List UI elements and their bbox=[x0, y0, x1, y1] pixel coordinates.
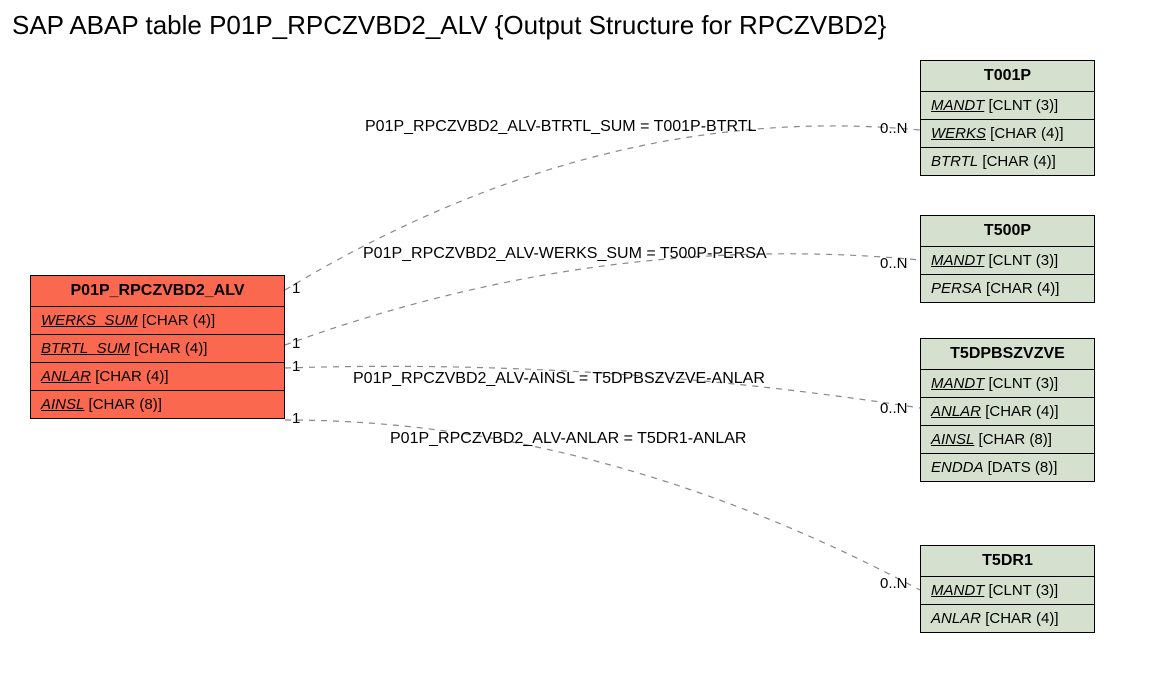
cardinality-source: 1 bbox=[292, 410, 300, 427]
field-type: [CHAR (4)] bbox=[981, 403, 1059, 420]
field-name: MANDT bbox=[931, 375, 984, 392]
field-name: ANLAR bbox=[41, 368, 91, 385]
field-name: WERKS bbox=[931, 125, 986, 142]
field-name: BTRTL_SUM bbox=[41, 340, 130, 357]
field-name: AINSL bbox=[931, 431, 974, 448]
field-name: MANDT bbox=[931, 97, 984, 114]
field-type: [CHAR (4)] bbox=[986, 125, 1064, 142]
entity-field: WERKS [CHAR (4)] bbox=[921, 120, 1094, 148]
field-type: [CHAR (4)] bbox=[981, 610, 1059, 627]
entity-header: T5DPBSZVZVE bbox=[921, 339, 1094, 370]
entity-field: MANDT [CLNT (3)] bbox=[921, 370, 1094, 398]
field-name: ENDDA bbox=[931, 459, 984, 476]
entity-field: ANLAR [CHAR (4)] bbox=[921, 605, 1094, 632]
field-type: [CHAR (4)] bbox=[138, 312, 216, 329]
cardinality-target: 0..N bbox=[880, 255, 908, 272]
page-title: SAP ABAP table P01P_RPCZVBD2_ALV {Output… bbox=[12, 10, 886, 41]
field-type: [CLNT (3)] bbox=[984, 375, 1058, 392]
relation-label: P01P_RPCZVBD2_ALV-WERKS_SUM = T500P-PERS… bbox=[363, 245, 767, 263]
entity-field: MANDT [CLNT (3)] bbox=[921, 577, 1094, 605]
field-type: [DATS (8)] bbox=[984, 459, 1058, 476]
entity-field: BTRTL_SUM [CHAR (4)] bbox=[31, 335, 284, 363]
field-name: BTRTL bbox=[931, 153, 978, 170]
cardinality-target: 0..N bbox=[880, 400, 908, 417]
relation-label: P01P_RPCZVBD2_ALV-AINSL = T5DPBSZVZVE-AN… bbox=[353, 370, 765, 388]
entity-field: AINSL [CHAR (8)] bbox=[31, 391, 284, 418]
entity-t5dpbszvzve: T5DPBSZVZVEMANDT [CLNT (3)]ANLAR [CHAR (… bbox=[920, 338, 1095, 482]
field-type: [CLNT (3)] bbox=[984, 97, 1058, 114]
entity-header: T001P bbox=[921, 61, 1094, 92]
entity-t5dr1: T5DR1MANDT [CLNT (3)]ANLAR [CHAR (4)] bbox=[920, 545, 1095, 633]
entity-t500p: T500PMANDT [CLNT (3)]PERSA [CHAR (4)] bbox=[920, 215, 1095, 303]
field-type: [CHAR (8)] bbox=[84, 396, 162, 413]
entity-field: MANDT [CLNT (3)] bbox=[921, 92, 1094, 120]
field-name: AINSL bbox=[41, 396, 84, 413]
entity-t001p: T001PMANDT [CLNT (3)]WERKS [CHAR (4)]BTR… bbox=[920, 60, 1095, 176]
cardinality-source: 1 bbox=[292, 358, 300, 375]
field-type: [CHAR (8)] bbox=[974, 431, 1052, 448]
entity-field: PERSA [CHAR (4)] bbox=[921, 275, 1094, 302]
relation-label: P01P_RPCZVBD2_ALV-BTRTL_SUM = T001P-BTRT… bbox=[365, 118, 756, 136]
relation-label: P01P_RPCZVBD2_ALV-ANLAR = T5DR1-ANLAR bbox=[390, 430, 746, 448]
field-name: WERKS_SUM bbox=[41, 312, 138, 329]
field-type: [CHAR (4)] bbox=[91, 368, 169, 385]
entity-field: ANLAR [CHAR (4)] bbox=[921, 398, 1094, 426]
field-type: [CHAR (4)] bbox=[978, 153, 1056, 170]
cardinality-target: 0..N bbox=[880, 120, 908, 137]
field-name: ANLAR bbox=[931, 610, 981, 627]
field-type: [CLNT (3)] bbox=[984, 252, 1058, 269]
entity-field: WERKS_SUM [CHAR (4)] bbox=[31, 307, 284, 335]
field-type: [CLNT (3)] bbox=[984, 582, 1058, 599]
entity-header: T500P bbox=[921, 216, 1094, 247]
entity-header: T5DR1 bbox=[921, 546, 1094, 577]
cardinality-source: 1 bbox=[292, 280, 300, 297]
entity-field: MANDT [CLNT (3)] bbox=[921, 247, 1094, 275]
entity-field: AINSL [CHAR (8)] bbox=[921, 426, 1094, 454]
entity-field: BTRTL [CHAR (4)] bbox=[921, 148, 1094, 175]
field-name: ANLAR bbox=[931, 403, 981, 420]
entity-p01p_rpczvbd2_alv: P01P_RPCZVBD2_ALVWERKS_SUM [CHAR (4)]BTR… bbox=[30, 275, 285, 419]
field-type: [CHAR (4)] bbox=[982, 280, 1060, 297]
field-name: MANDT bbox=[931, 582, 984, 599]
field-type: [CHAR (4)] bbox=[130, 340, 208, 357]
cardinality-source: 1 bbox=[292, 335, 300, 352]
field-name: PERSA bbox=[931, 280, 982, 297]
entity-header: P01P_RPCZVBD2_ALV bbox=[31, 276, 284, 307]
entity-field: ANLAR [CHAR (4)] bbox=[31, 363, 284, 391]
cardinality-target: 0..N bbox=[880, 575, 908, 592]
entity-field: ENDDA [DATS (8)] bbox=[921, 454, 1094, 481]
field-name: MANDT bbox=[931, 252, 984, 269]
